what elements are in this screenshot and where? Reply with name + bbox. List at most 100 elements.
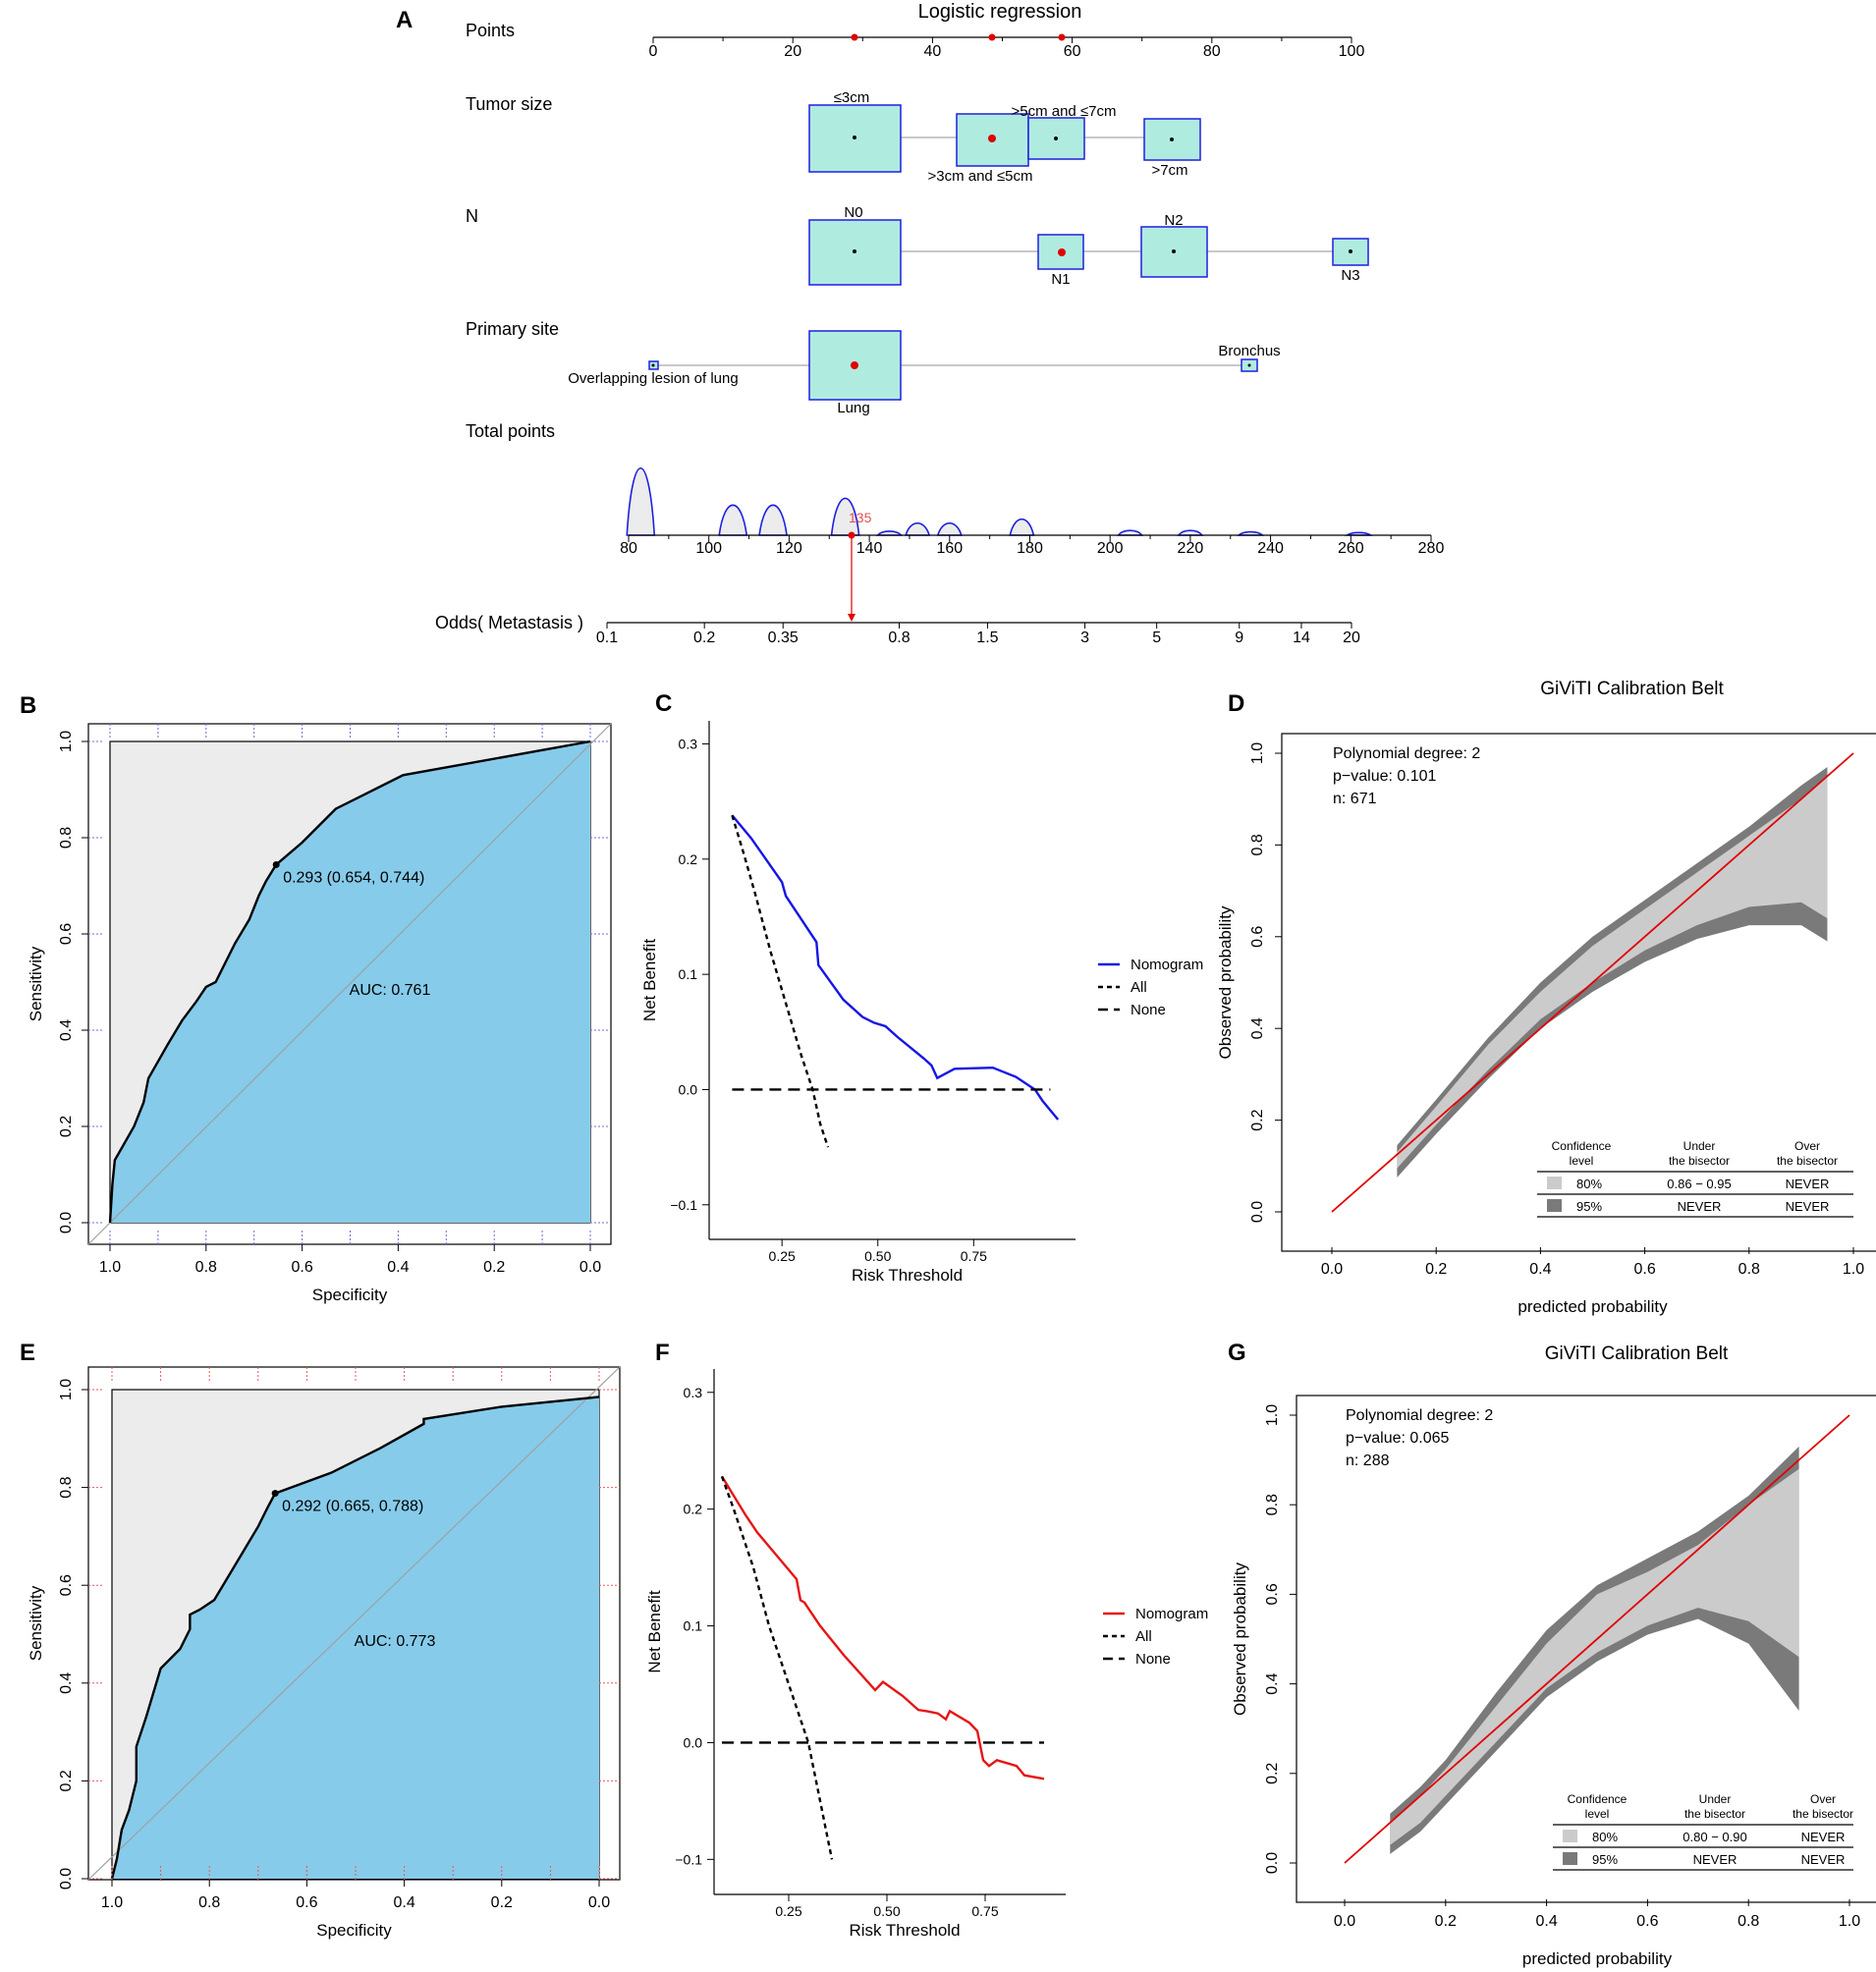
calibration-y-tick-label: 0.8	[1249, 834, 1266, 855]
calibration-table-swatch-95	[1547, 1199, 1562, 1212]
calibration-x-tick-label: 0.4	[1529, 1261, 1551, 1278]
calibration-y-axis-title: Observed probability	[1216, 905, 1235, 1059]
dca-x-tick-label: 0.75	[971, 1903, 998, 1919]
distribution-bump	[1177, 529, 1204, 536]
dca-x-tick-label: 0.75	[961, 1248, 987, 1264]
dca-panel-c: C −0.1 0.0 0.1 0.2 0.3 0.25 0.50 0.75 Risk Thresh…	[640, 690, 1203, 1285]
calibration-table-header: Over	[1794, 1139, 1820, 1153]
roc-x-tick-label: 0.0	[588, 1894, 610, 1911]
calibration-y-tick-label: 0.2	[1249, 1109, 1266, 1130]
calibration-table-header: Under	[1699, 1792, 1732, 1806]
roc-x-tick-label: 0.2	[491, 1894, 513, 1911]
distribution-bump	[830, 497, 860, 536]
odds-tick-label: 20	[1343, 630, 1360, 646]
roc-curve	[108, 740, 591, 1224]
total-points-marker-label: 135	[849, 510, 872, 525]
roc-y-tick-label: 0.8	[58, 1476, 75, 1498]
calibration-y-tick-label: 0.6	[1249, 926, 1266, 948]
roc-best-threshold-label: 0.293 (0.654, 0.744)	[283, 869, 424, 886]
total-points-tick-label: 120	[776, 540, 802, 557]
calibration-x-tick-label: 1.0	[1839, 1913, 1860, 1930]
n-dot-n2	[1172, 249, 1176, 253]
tumor-label-gt5-le7: >5cm and ≤7cm	[1011, 103, 1116, 120]
calibration-panel-d: D GiViTI Calibration Belt 0.0 0.2 0.4 0.6 0.8 1…	[1216, 679, 1876, 1316]
points-tick-label: 20	[784, 43, 801, 60]
odds-tick-label: 0.8	[888, 630, 910, 646]
odds-arrow-head	[848, 614, 855, 622]
distribution-bump	[758, 504, 788, 536]
roc-x-tick-label: 0.6	[291, 1259, 312, 1276]
points-tick-label: 0	[649, 43, 658, 60]
panel-letter-g: G	[1228, 1340, 1246, 1366]
roc-x-tick-label: 0.8	[198, 1894, 220, 1911]
dca-legend-label-all: All	[1135, 1628, 1152, 1645]
roc-y-tick-label: 1.0	[58, 731, 75, 752]
odds-tick-label: 5	[1152, 630, 1161, 646]
tumor-label-gt7: >7cm	[1151, 162, 1187, 179]
roc-x-axis-title: Specificity	[312, 1286, 388, 1304]
calibration-x-axis-title: predicted probability	[1522, 1949, 1673, 1968]
dca-x-tick-label: 0.50	[873, 1903, 900, 1919]
row-label-total-points: Total points	[466, 421, 555, 441]
total-points-tick-label: 200	[1097, 540, 1124, 557]
dca-y-tick-label: 0.1	[684, 1618, 703, 1634]
calibration-info-line: Polynomial degree: 2	[1346, 1407, 1493, 1424]
n-dot-n0	[853, 249, 856, 253]
calibration-table-cell: 80%	[1576, 1177, 1602, 1191]
dca-y-tick-label: 0.3	[679, 736, 698, 751]
panel-letter-b: B	[20, 692, 36, 719]
calibration-table-cell: 0.80 − 0.90	[1683, 1830, 1746, 1844]
roc-x-tick-label: 0.2	[483, 1259, 505, 1276]
calibration-info-line: Polynomial degree: 2	[1333, 745, 1480, 762]
points-tick-label: 60	[1064, 43, 1081, 60]
roc-best-threshold-point	[272, 860, 280, 868]
dca-y-tick-label: −0.1	[670, 1197, 697, 1213]
n-dot-n1-selected	[1058, 248, 1066, 256]
roc-panel-b: B 1.0 0.8 0.6 0.4 0.2 0.0 0.0 0.2 0.4 0.6 0.8 1.0 Spe…	[20, 692, 612, 1304]
calibration-table-header: Confidence	[1552, 1139, 1612, 1153]
distribution-bump	[1009, 518, 1035, 536]
roc-x-tick-label: 1.0	[99, 1259, 121, 1276]
calibration-x-tick-label: 0.6	[1633, 1261, 1655, 1278]
calibration-table-header: the bisector	[1684, 1807, 1745, 1821]
calibration-title: GiViTI Calibration Belt	[1545, 1343, 1729, 1364]
dca-y-tick-label: 0.0	[684, 1734, 703, 1750]
dca-panel-f: F −0.1 0.0 0.1 0.2 0.3 0.25 0.50 0.75 Risk Thresh…	[645, 1340, 1208, 1940]
calibration-table-header: Under	[1683, 1139, 1716, 1153]
odds-tick-label: 0.1	[596, 630, 618, 646]
roc-y-tick-label: 0.4	[58, 1019, 75, 1041]
row-label-n: N	[466, 206, 478, 226]
calibration-table-header: level	[1570, 1154, 1594, 1168]
dca-line-nomogram	[731, 814, 1060, 1121]
roc-x-axis-title: Specificity	[316, 1921, 392, 1940]
dca-x-tick-label: 0.25	[775, 1903, 801, 1919]
calibration-table-header: level	[1585, 1807, 1610, 1821]
roc-auc-label: AUC: 0.773	[355, 1633, 436, 1650]
panel-letter-f: F	[655, 1340, 670, 1366]
points-tick-label: 40	[924, 43, 942, 60]
tumor-dot-le3	[853, 136, 856, 139]
calibration-info-line: p−value: 0.101	[1333, 768, 1437, 785]
distribution-bump	[936, 521, 963, 536]
calibration-table-swatch-80	[1547, 1177, 1562, 1189]
roc-curve	[110, 1396, 600, 1880]
calibration-bisector	[1344, 1414, 1850, 1864]
calibration-y-tick-label: 1.0	[1249, 742, 1266, 764]
dca-line-all	[731, 814, 830, 1148]
distribution-bump	[718, 504, 748, 536]
distribution-bump	[905, 521, 931, 536]
calibration-x-tick-label: 0.8	[1738, 1261, 1760, 1278]
dca-x-tick-label: 0.50	[864, 1248, 891, 1264]
calibration-info-line: n: 671	[1333, 791, 1377, 807]
row-label-primary-site: Primary site	[466, 319, 559, 339]
n-dot-n3	[1349, 249, 1352, 253]
roc-y-tick-label: 0.6	[58, 1574, 75, 1596]
odds-tick-label: 3	[1080, 630, 1089, 646]
n-label-n0: N0	[844, 204, 862, 221]
calibration-table-cell: NEVER	[1801, 1852, 1846, 1867]
nomogram-title: Logistic regression	[918, 1, 1082, 23]
total-points-tick-label: 180	[1017, 540, 1043, 557]
calibration-table-header: the bisector	[1793, 1807, 1853, 1821]
nomogram-panel: A Logistic regression Points Tumor size …	[396, 1, 1444, 646]
